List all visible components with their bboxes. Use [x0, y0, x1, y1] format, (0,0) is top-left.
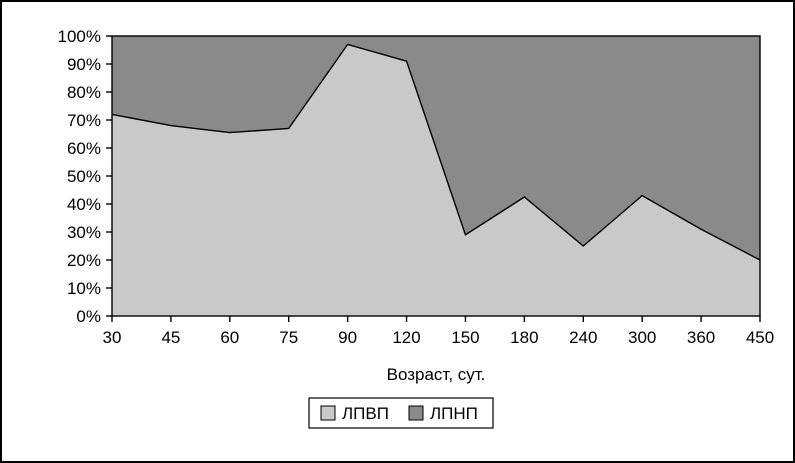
- y-tick-label: 80%: [67, 83, 101, 102]
- y-tick-label: 60%: [67, 139, 101, 158]
- y-tick-label: 70%: [67, 111, 101, 130]
- legend-box: [308, 397, 494, 429]
- x-tick-label: 240: [569, 328, 597, 347]
- series-boundary-line: [111, 43, 761, 261]
- x-tick-label: 30: [103, 328, 122, 347]
- legend: ЛПВП ЛПНП: [308, 397, 494, 429]
- series-area-lpvp: [112, 44, 760, 317]
- y-tick-label: 20%: [67, 251, 101, 270]
- x-tick-label: 60: [220, 328, 239, 347]
- y-tick-label: 90%: [67, 55, 101, 74]
- x-axis-title: Возраст, сут.: [387, 365, 486, 384]
- legend-swatch-0: [320, 405, 336, 421]
- y-tick-label: 40%: [67, 195, 101, 214]
- x-tick-label: 120: [392, 328, 420, 347]
- y-tick-label: 30%: [67, 223, 101, 242]
- legend-swatch-1: [408, 405, 424, 421]
- legend-label-1: ЛПНП: [430, 404, 478, 423]
- x-tick-label: 90: [338, 328, 357, 347]
- y-tick-label: 100%: [58, 27, 101, 46]
- x-tick-label: 75: [279, 328, 298, 347]
- x-tick-label: 360: [687, 328, 715, 347]
- x-tick-label: 450: [746, 328, 774, 347]
- x-tick-label: 150: [451, 328, 479, 347]
- y-tick-label: 0%: [76, 307, 101, 326]
- x-tick-label: 45: [161, 328, 180, 347]
- x-tick-label: 180: [510, 328, 538, 347]
- x-tick-label: 300: [628, 328, 656, 347]
- y-tick-label: 10%: [67, 279, 101, 298]
- legend-label-0: ЛПВП: [342, 404, 389, 423]
- y-tick-label: 50%: [67, 167, 101, 186]
